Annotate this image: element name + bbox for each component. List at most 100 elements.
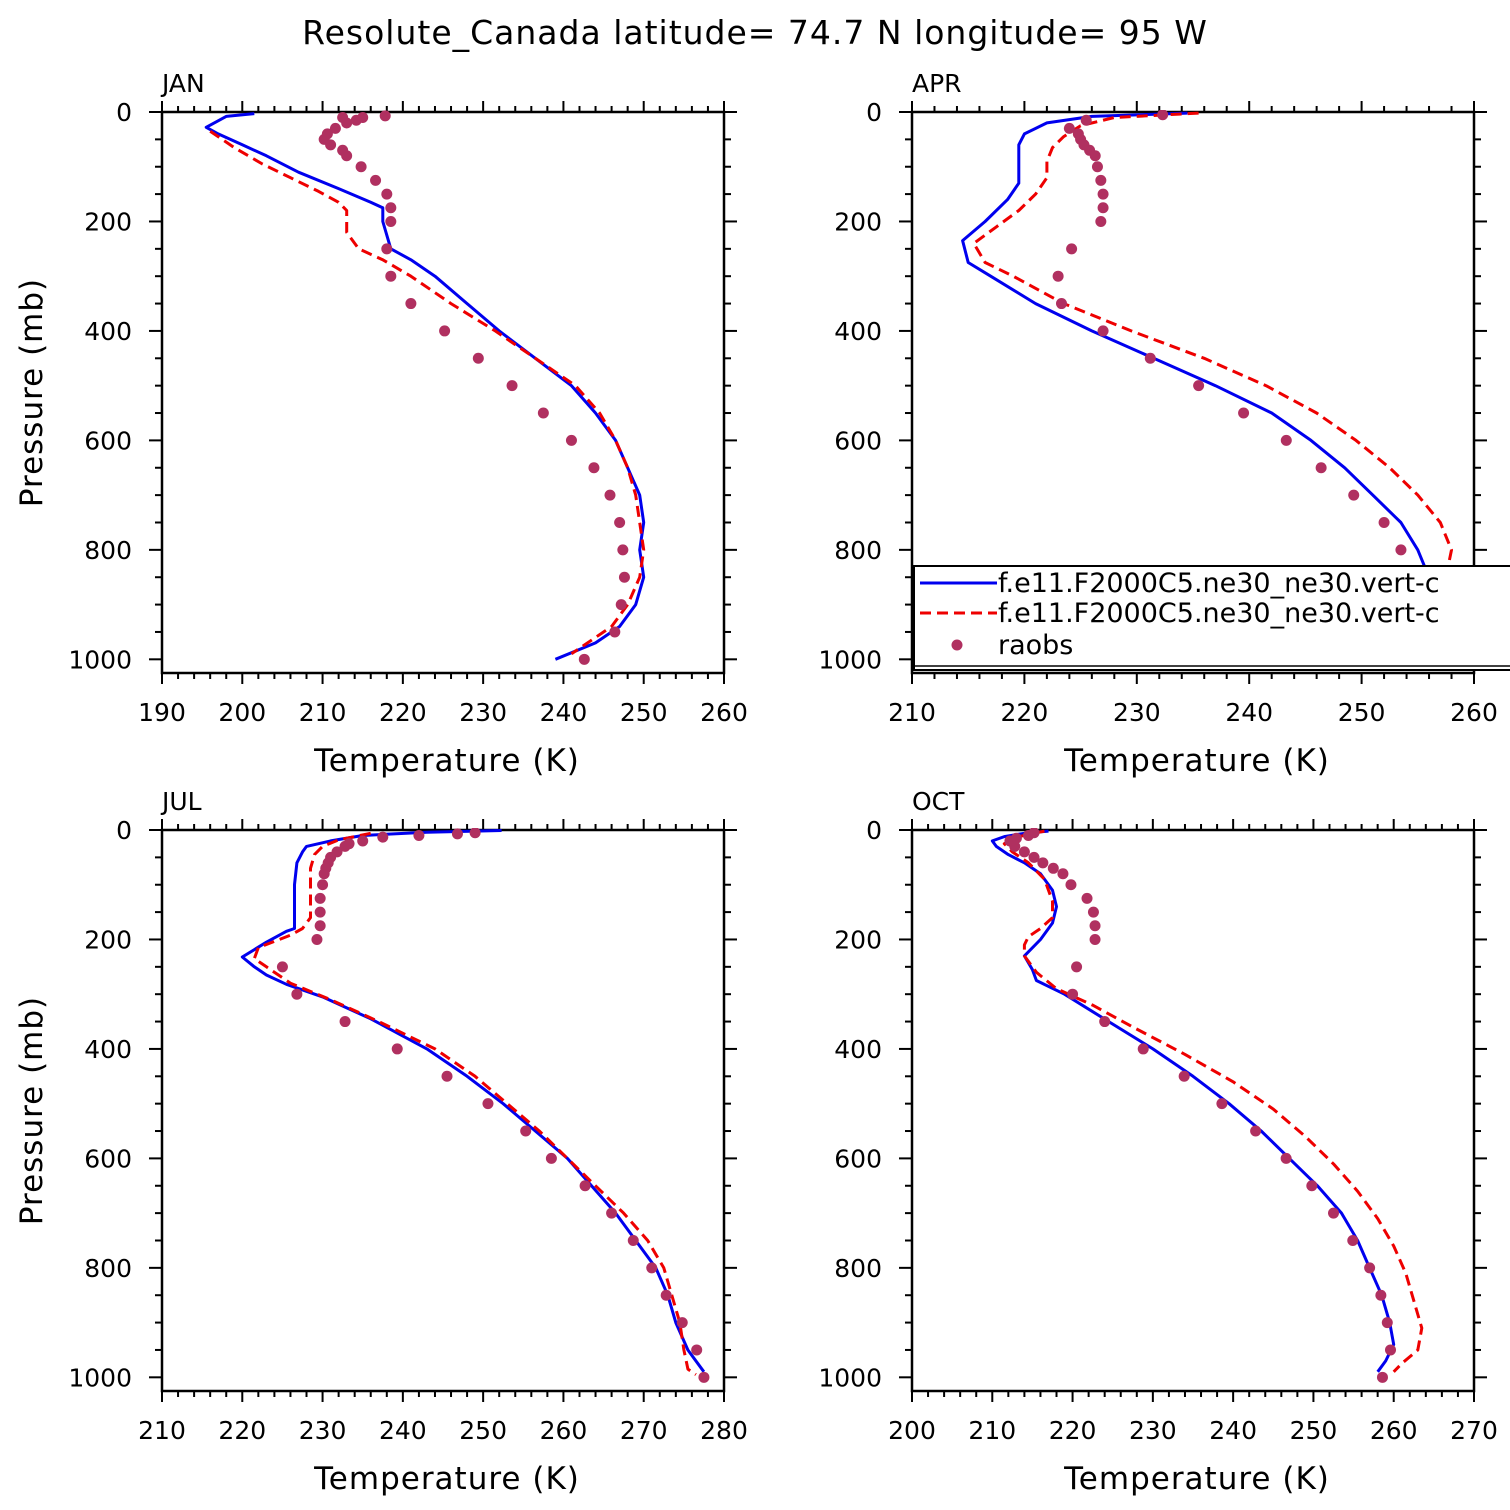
raobs-point: [381, 243, 393, 255]
y-axis-label: Pressure (mb): [14, 996, 50, 1225]
raobs-point: [1022, 829, 1034, 841]
raobs-point: [1137, 1043, 1149, 1055]
raobs-point: [1087, 906, 1099, 918]
raobs-point: [1063, 122, 1075, 134]
raobs-point: [1055, 298, 1067, 310]
series-group: [990, 828, 1424, 1383]
x-tick-label: 250: [1290, 1416, 1338, 1445]
raobs-point: [1097, 325, 1109, 337]
raobs-point: [565, 434, 577, 446]
raobs-point: [325, 139, 337, 151]
raobs-point: [646, 1262, 658, 1274]
y-tick-label: 800: [834, 536, 882, 565]
panel-jul: JUL 210 220 230 240 250 260 270 280 0 200 400 600 800…: [14, 787, 748, 1497]
raobs-point: [1178, 1070, 1190, 1082]
raobs-point: [1095, 215, 1107, 227]
raobs-point: [1193, 380, 1205, 392]
x-tick-label: 250: [1338, 698, 1386, 727]
raobs-point: [1089, 933, 1101, 945]
raobs-point: [379, 110, 391, 122]
x-tick-label: 220: [1001, 698, 1049, 727]
x-tick-label: 210: [968, 1416, 1016, 1445]
raobs-point: [1385, 1344, 1397, 1356]
raobs-point: [370, 174, 382, 186]
raobs-point: [413, 829, 425, 841]
y-tick-label: 0: [116, 816, 132, 845]
y-tick-label: 800: [84, 536, 132, 565]
y-tick-label: 200: [834, 207, 882, 236]
raobs-point: [1047, 862, 1059, 874]
raobs-point: [537, 407, 549, 419]
raobs-point: [1250, 1125, 1262, 1137]
raobs-point: [691, 1344, 703, 1356]
figure-title: Resolute_Canada latitude= 74.7 N longitu…: [302, 13, 1208, 52]
y-tick-label: 200: [834, 925, 882, 954]
x-tick-label: 270: [620, 1416, 668, 1445]
raobs-point: [1071, 961, 1083, 973]
raobs-point: [1395, 544, 1407, 556]
raobs-point: [1066, 243, 1078, 255]
raobs-point: [405, 298, 417, 310]
y-tick-label: 0: [116, 98, 132, 127]
raobs-point: [1091, 161, 1103, 173]
y-tick-label: 0: [866, 98, 882, 127]
y-tick-label: 400: [834, 317, 882, 346]
raobs-point: [329, 122, 341, 134]
model-line-dashed: [209, 129, 646, 656]
x-tick-label: 260: [540, 1416, 588, 1445]
raobs-point: [506, 380, 518, 392]
raobs-point: [314, 920, 326, 932]
raobs-point: [291, 988, 303, 1000]
x-tick-label: 200: [888, 1416, 936, 1445]
y-tick-label: 800: [84, 1254, 132, 1283]
raobs-point: [604, 489, 616, 501]
raobs-point: [355, 161, 367, 173]
raobs-point: [1028, 851, 1040, 863]
raobs-point: [1080, 114, 1092, 126]
panel-label: OCT: [912, 787, 965, 816]
plot-frame: [910, 828, 1476, 1393]
raobs-point: [676, 1317, 688, 1329]
raobs-point: [1157, 110, 1169, 121]
y-tick-label: 600: [834, 426, 882, 455]
raobs-point: [1089, 920, 1101, 932]
raobs-point: [1364, 1262, 1376, 1274]
legend-label: f.e11.F2000C5.ne30_ne30.vert-c: [998, 598, 1440, 629]
raobs-point: [660, 1289, 672, 1301]
y-tick-label: 600: [834, 1144, 882, 1173]
x-tick-label: 280: [700, 1416, 748, 1445]
x-tick-label: 220: [218, 1416, 266, 1445]
raobs-point: [1238, 407, 1250, 419]
y-tick-label: 800: [834, 1254, 882, 1283]
raobs-point: [698, 1371, 710, 1383]
raobs-point: [381, 188, 393, 200]
raobs-point: [618, 571, 630, 583]
raobs-point: [588, 462, 600, 474]
x-tick-label: 270: [1450, 1416, 1498, 1445]
series-group: [240, 828, 710, 1383]
x-tick-label: 240: [540, 698, 588, 727]
legend: f.e11.F2000C5.ne30_ne30.vert-cf.e11.F200…: [913, 565, 1510, 671]
raobs-point: [441, 1070, 453, 1082]
raobs-point: [276, 961, 288, 973]
raobs-point: [609, 626, 621, 638]
x-tick-label: 210: [299, 698, 347, 727]
x-tick-label: 230: [1113, 698, 1161, 727]
x-tick-label: 220: [1049, 1416, 1097, 1445]
raobs-point: [385, 215, 397, 227]
raobs-point: [1347, 1234, 1359, 1246]
raobs-point: [1097, 188, 1109, 200]
raobs-point: [1009, 840, 1021, 852]
x-tick-label: 230: [1129, 1416, 1177, 1445]
raobs-point: [1089, 150, 1101, 162]
plot-frame: [160, 828, 726, 1393]
y-tick-label: 400: [84, 1035, 132, 1064]
series-group: [204, 110, 646, 665]
raobs-point: [1315, 462, 1327, 474]
raobs-point: [314, 906, 326, 918]
x-tick-label: 260: [1450, 698, 1498, 727]
raobs-point: [1144, 352, 1156, 364]
raobs-point: [318, 868, 330, 880]
legend-label: f.e11.F2000C5.ne30_ne30.vert-c: [998, 568, 1440, 599]
y-tick-label: 600: [84, 426, 132, 455]
